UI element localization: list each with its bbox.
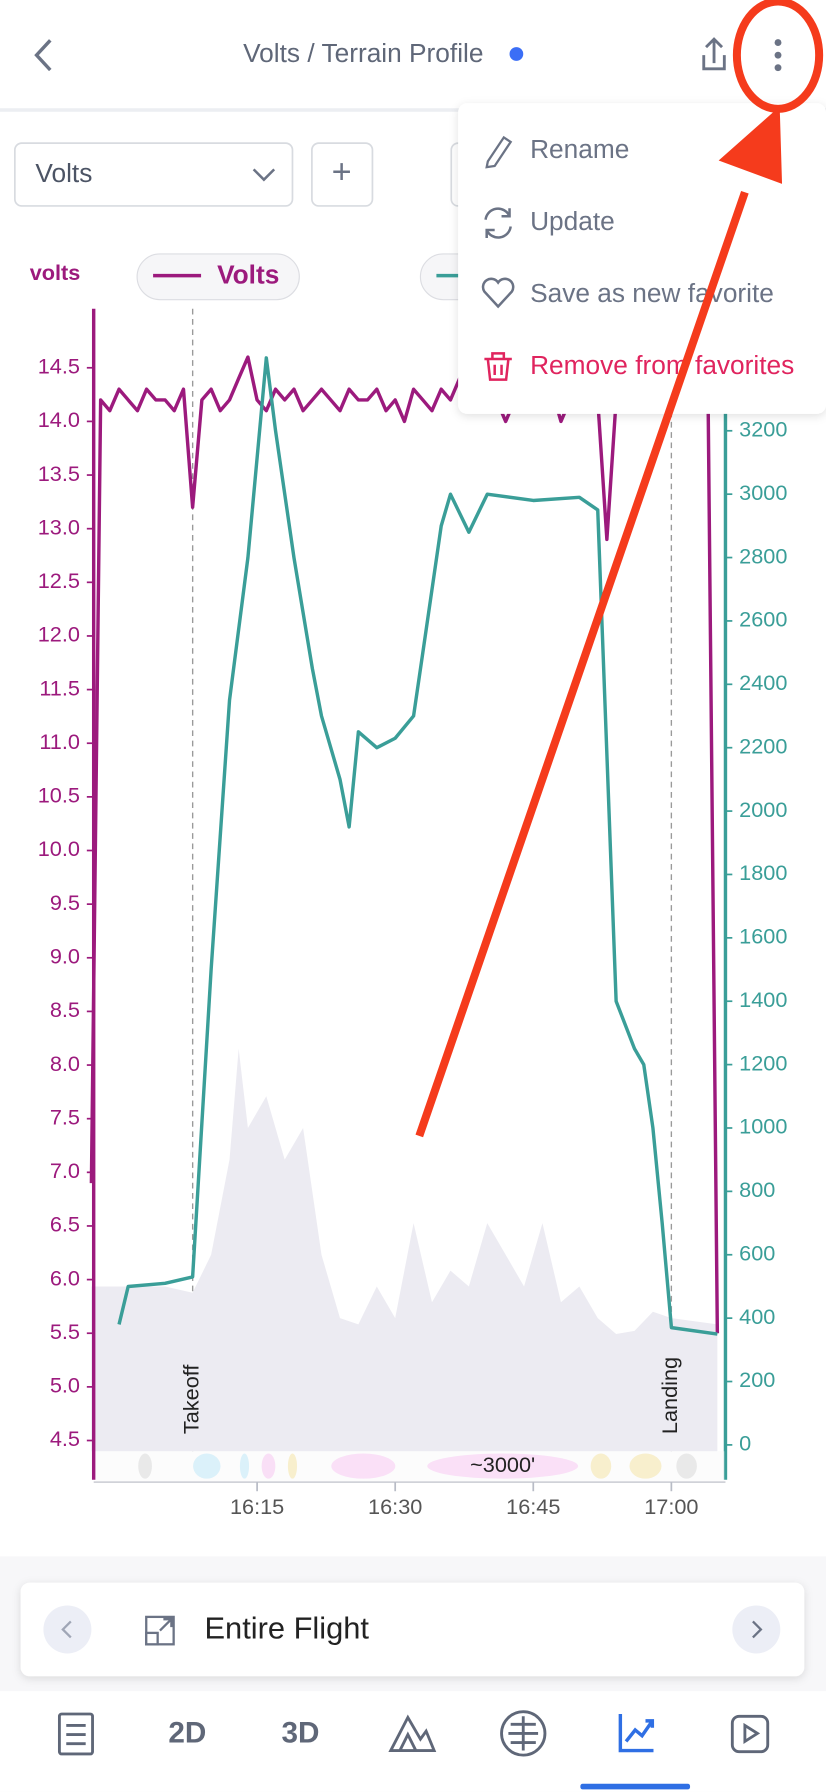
tab-bar <box>0 1691 826 1792</box>
range-expand-icon <box>145 1615 175 1646</box>
series-dropdown[interactable] <box>13 142 294 207</box>
event-strip <box>95 1451 725 1481</box>
highlight-annotation <box>415 0 824 1138</box>
x-tick-label: 16:45 <box>506 1494 560 1519</box>
favorite-icon <box>481 277 515 309</box>
y2-tick-label: 3200 <box>739 417 787 442</box>
x-tick-label: 16:30 <box>368 1494 422 1519</box>
y-tick-label: 6.0 <box>50 1265 80 1290</box>
tab-graph[interactable] <box>618 1714 655 1753</box>
range-next-button[interactable] <box>732 1605 781 1654</box>
y2-tick-label: 400 <box>739 1304 775 1329</box>
y2-tick-label: 1400 <box>739 987 787 1012</box>
y2-tick-label: 1600 <box>739 924 787 949</box>
y2-tick-label: 200 <box>739 1367 775 1392</box>
add-series-button[interactable] <box>311 142 374 207</box>
tab-2d[interactable]: 2D <box>168 1716 206 1749</box>
y2-tick-label: 1800 <box>739 860 787 885</box>
terrain-area <box>91 1048 718 1452</box>
y-tick-label: 10.5 <box>38 783 80 808</box>
menu-item[interactable]: Save as new favorite <box>530 278 774 308</box>
legend-item[interactable] <box>136 253 300 301</box>
y-tick-label: 4.5 <box>50 1426 80 1451</box>
y-tick-label: 14.0 <box>38 407 80 432</box>
tab-report[interactable] <box>57 1712 94 1756</box>
active-tab-indicator <box>580 1783 691 1790</box>
y2-tick-label: 2000 <box>739 797 787 822</box>
y-tick-label: 10.0 <box>38 836 80 861</box>
y2-tick-label: 2200 <box>739 733 787 758</box>
legend-label: Volts <box>217 260 279 290</box>
annotation-label: Landing <box>657 1357 682 1434</box>
range-prev-button[interactable] <box>43 1605 92 1654</box>
tab-layers[interactable] <box>500 1710 547 1757</box>
more-button[interactable] <box>774 39 782 72</box>
menu-item[interactable]: Remove from favorites <box>530 350 794 380</box>
header-bar <box>0 0 826 109</box>
remove-icon <box>484 352 512 381</box>
y2-tick-label: 3000 <box>739 480 787 505</box>
status-dot <box>509 47 524 61</box>
tab-3d[interactable]: 3D <box>281 1716 319 1749</box>
overflow-menu <box>458 103 826 414</box>
y-tick-label: 8.0 <box>50 1051 80 1076</box>
page-title: Volts / Terrain Profile <box>243 38 483 68</box>
annotation-label: Takeoff <box>178 1364 203 1435</box>
y-tick-label: 12.0 <box>38 622 80 647</box>
menu-item[interactable]: Rename <box>530 134 629 164</box>
y-axis-label: volts <box>30 260 81 285</box>
y-tick-label: 5.0 <box>50 1373 80 1398</box>
y2-tick-label: 2800 <box>739 543 787 568</box>
y-tick-label: 12.5 <box>38 568 80 593</box>
y-tick-label: 11.5 <box>39 675 80 700</box>
share-button[interactable] <box>702 37 726 71</box>
menu-item[interactable]: Update <box>530 206 615 236</box>
range-label: Entire Flight <box>205 1611 370 1646</box>
y-tick-label: 9.0 <box>50 944 80 969</box>
y2-tick-label: 2400 <box>739 670 787 695</box>
y-tick-label: 6.5 <box>50 1212 80 1237</box>
y-tick-label: 14.5 <box>38 354 80 379</box>
y2-tick-label: 800 <box>739 1177 775 1202</box>
y-tick-label: 7.5 <box>50 1104 80 1129</box>
y2-tick-label: 0 <box>739 1431 751 1456</box>
y-tick-label: 11.0 <box>39 729 80 754</box>
add-series-label: + <box>332 153 352 191</box>
tab-playback[interactable] <box>730 1714 770 1754</box>
strip-label: ~3000' <box>470 1452 535 1477</box>
back-button[interactable] <box>34 39 52 72</box>
x-tick-label: 16:15 <box>230 1494 284 1519</box>
series-line <box>117 356 718 1336</box>
x-tick-label: 17:00 <box>644 1494 698 1519</box>
rename-icon <box>485 135 513 169</box>
y2-tick-label: 600 <box>739 1240 775 1265</box>
y-tick-label: 5.5 <box>50 1319 80 1344</box>
y-tick-label: 8.5 <box>50 997 80 1022</box>
y-tick-label: 7.0 <box>50 1158 80 1183</box>
series-line <box>89 355 720 1334</box>
y2-tick-label: 1000 <box>739 1114 787 1139</box>
y-tick-label: 9.5 <box>50 890 80 915</box>
y-tick-label: 13.5 <box>38 461 80 486</box>
y2-tick-label: 2600 <box>739 607 787 632</box>
range-card <box>20 1582 805 1677</box>
tab-terrain[interactable] <box>388 1714 437 1752</box>
dropdown-value: Volts <box>35 158 92 188</box>
update-icon <box>484 207 512 239</box>
plot-area: Takeoff Landing 4.5 5.0 5.5 6.0 6.5 7.0 7.5 8.0 8.… <box>38 308 787 1519</box>
y-tick-label: 13.0 <box>38 514 80 539</box>
y2-tick-label: 1200 <box>739 1050 787 1075</box>
